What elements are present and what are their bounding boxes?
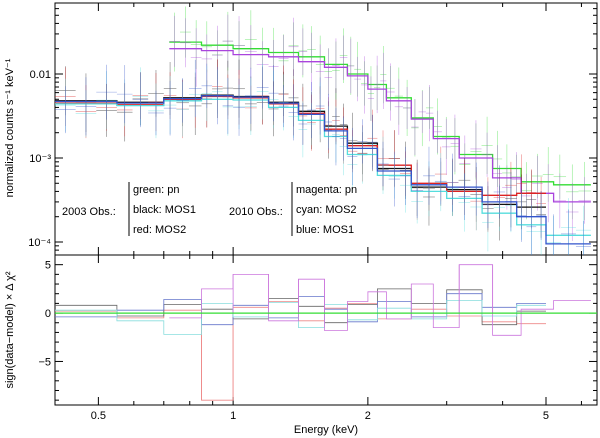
residual-line-2003-mos1 [55, 288, 546, 326]
top-y-tick-label-0: 0.01 [30, 69, 51, 81]
residual-2003-mos1 [55, 288, 546, 326]
top-y-tick-label-1: 10⁻³ [29, 153, 51, 165]
residual-2010-mos2 [55, 300, 546, 335]
model-line-2003-pn [169, 41, 591, 186]
model-line-2010-mos1 [55, 95, 591, 245]
legend-2010: 2010 Obs.: magenta: pn cyan: MOS2 blue: … [229, 182, 357, 236]
legend-2010-entry-mos1: blue: MOS1 [296, 224, 354, 236]
series-2003-pn [169, 6, 591, 221]
legend-2003-title: 2003 Obs.: [62, 206, 116, 218]
x-tick-label-3: 5 [543, 410, 549, 422]
bottom-panel-frame [54, 254, 598, 406]
x-tick-label-0: 0.5 [91, 410, 106, 422]
model-line-2010-pn [169, 48, 591, 203]
series-2010-mos1 [55, 59, 591, 255]
residual-2010-pn [169, 264, 591, 336]
bottom-panel-series [55, 264, 597, 401]
x-tick-label-1: 1 [230, 410, 236, 422]
residual-2010-mos1 [55, 293, 546, 326]
bottom-y-axis-label: sign(data−model) × Δ χ² [4, 271, 16, 388]
legend-2010-entry-mos2: cyan: MOS2 [296, 204, 357, 216]
bottom-panel-ticks: 5 0 −5 0.5 1 2 5 [38, 255, 597, 422]
top-y-axis-label: normalized counts s⁻¹ keV⁻¹ [4, 58, 16, 197]
residual-line-2010-mos2 [55, 300, 546, 335]
legend-2003-entry-mos2: red: MOS2 [133, 224, 186, 236]
top-panel-ticks: 0.01 10⁻³ 10⁻⁴ [28, 2, 597, 256]
top-panel-series [55, 6, 591, 255]
legend-2003-entry-mos1: black: MOS1 [133, 204, 196, 216]
top-y-tick-label-2: 10⁻⁴ [28, 237, 51, 249]
residual-line-2010-mos1 [55, 293, 546, 326]
legend-2003-entry-pn: green: pn [133, 184, 179, 196]
bottom-y-tick-label-1: 0 [45, 308, 51, 320]
bottom-y-tick-label-0: 5 [45, 260, 51, 272]
x-axis-label: Energy (keV) [294, 424, 358, 436]
bottom-y-tick-label-2: −5 [38, 356, 51, 368]
x-tick-label-2: 2 [365, 410, 371, 422]
legend-2003: 2003 Obs.: green: pn black: MOS1 red: MO… [62, 182, 196, 236]
legend-2010-entry-pn: magenta: pn [296, 184, 357, 196]
residual-line-2010-pn [169, 264, 591, 336]
legend-2010-title: 2010 Obs.: [229, 206, 283, 218]
